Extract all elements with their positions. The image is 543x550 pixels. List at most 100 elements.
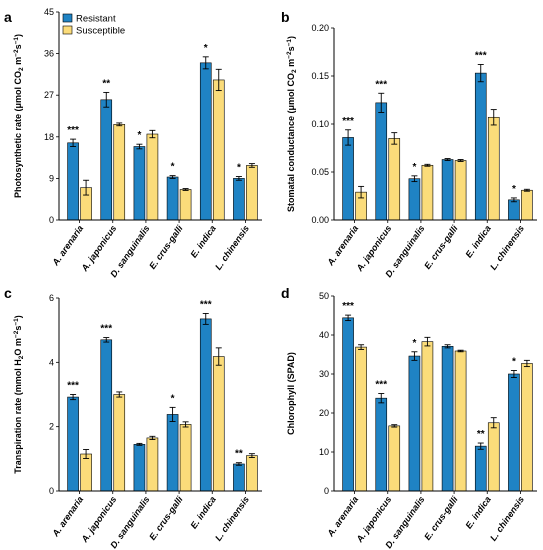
significance-marker: * [237,163,241,174]
bar-susceptible [212,356,225,492]
bar-susceptible [146,437,159,492]
category-label: E. indica [463,223,492,259]
significance-marker: * [412,338,416,349]
category-label: E. crus-galli [147,223,185,271]
y-tick-label: 0.10 [311,119,329,129]
bar-resistant [342,137,354,221]
bar-susceptible [246,165,258,221]
significance-marker: * [171,393,175,404]
y-axis-label-part: −2 [13,49,20,57]
bar-susceptible [454,350,467,492]
category-label: L. chinensis [213,223,251,271]
y-axis-label-part: ) [286,36,296,39]
category-label: L. chinensis [213,494,251,542]
bar-resistant [166,176,179,221]
chart-panel-b: b***A. arenaria***A. japonicus*D. sangui… [281,9,537,279]
y-axis-label-part: Chlorophyll (SPAD) [286,352,296,435]
bar-resistant [441,346,454,492]
legend-swatch-resistant [62,13,73,23]
significance-marker: * [512,184,516,195]
y-axis-label: Photosynthetic rate (μmol CO2 m−2s−1) [13,34,25,198]
bar-susceptible [521,189,533,221]
bar-resistant [199,318,212,492]
significance-marker: *** [375,79,387,90]
y-tick-label: 6 [49,293,54,303]
legend-label: Resistant [76,14,116,25]
y-tick-label: 36 [44,49,54,59]
bar-susceptible [113,394,126,492]
bar-resistant [133,146,146,221]
category-label: A. arenaria [325,494,360,539]
significance-marker: * [512,356,516,367]
y-axis-label-part: O m [13,338,23,356]
bar-resistant [408,178,421,221]
y-tick-label: 0.00 [311,215,329,225]
bar-susceptible [454,160,467,221]
bar-resistant [342,317,354,492]
y-tick-label: 50 [319,291,329,301]
significance-marker: * [412,162,416,173]
bar-resistant [474,72,487,221]
category-label: E. crus-galli [147,494,185,542]
bar-resistant [133,444,146,492]
bar-resistant [474,445,487,492]
significance-marker: *** [200,299,212,310]
category-label: E. indica [188,494,217,530]
y-axis-label-part: m [286,59,296,70]
chart-panel-a: a***A. arenaria**A. japonicus*D. sanguin… [4,7,262,279]
significance-marker: *** [475,50,487,61]
bar-susceptible [388,138,401,221]
significance-marker: ** [477,429,485,440]
bar-susceptible [113,124,126,221]
legend-swatch-susceptible [62,25,73,35]
significance-marker: * [204,43,208,54]
bar-susceptible [246,455,258,492]
y-axis-label-part: Transpiration rate (mmol H [13,359,23,474]
significance-marker: *** [342,116,354,127]
y-axis-label-part: 2 [18,355,25,359]
y-tick-label: 0 [324,486,329,496]
y-axis-label-part: ) [13,34,23,37]
panel-letter: c [4,285,12,301]
significance-marker: *** [100,324,112,335]
category-label: A. arenaria [50,223,85,268]
significance-marker: *** [375,380,387,391]
panel-letter: b [281,9,290,25]
bar-resistant [166,414,179,492]
bar-susceptible [521,363,533,492]
bar-susceptible [179,424,192,492]
bar-resistant [233,463,245,492]
significance-marker: *** [67,381,79,392]
significance-marker: * [171,162,175,173]
bar-susceptible [212,79,225,221]
bar-resistant [408,355,421,492]
y-tick-label: 2 [49,422,54,432]
significance-marker: ** [235,449,243,460]
y-tick-label: 9 [49,173,54,183]
bar-resistant [67,396,79,492]
chart-panel-d: d***A. arenaria***A. japonicus*D. sangui… [281,285,537,550]
y-tick-label: 30 [319,369,329,379]
significance-marker: *** [342,301,354,312]
y-tick-label: 0.20 [311,23,329,33]
bar-susceptible [487,422,500,492]
legend-label: Susceptible [76,26,125,37]
y-tick-label: 40 [319,330,329,340]
y-axis-label-part: s [286,46,296,51]
y-axis-label-part: 2 [18,67,25,71]
bar-resistant [233,178,245,221]
bar-susceptible [487,116,500,221]
y-tick-label: 0.05 [311,167,329,177]
category-label: E. crus-galli [422,494,460,542]
bar-resistant [508,199,520,221]
bar-susceptible [80,453,92,492]
y-axis-label-part: −1 [286,39,293,47]
y-tick-label: 10 [319,447,329,457]
bar-resistant [100,99,113,221]
y-tick-label: 27 [44,90,54,100]
bar-resistant [199,62,212,221]
panel-letter: d [281,285,290,301]
category-label: A. arenaria [50,494,85,539]
